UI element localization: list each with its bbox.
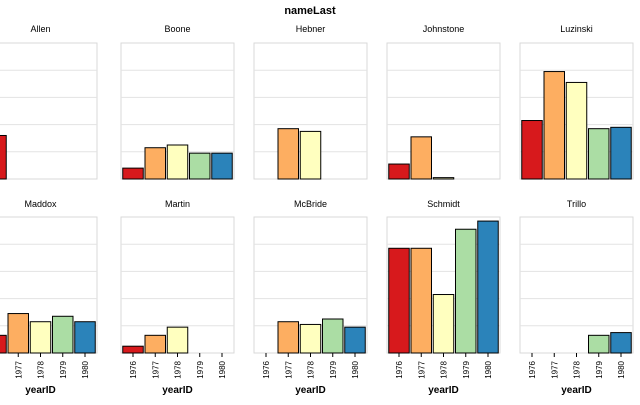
facet-label-mcbride: McBride	[294, 199, 327, 209]
bar-schmidt-1980	[477, 220, 499, 354]
x-tick-label: 1978	[37, 360, 46, 378]
bar-trillo-1980	[610, 332, 632, 354]
facet-label-allen: Allen	[30, 24, 50, 34]
x-tick-label: 1977	[284, 360, 293, 378]
facet-label-maddox: Maddox	[24, 199, 57, 209]
x-axis-label: yearID	[25, 385, 56, 396]
bar-luzinski-1978	[565, 81, 588, 180]
bar-allen-1976	[0, 134, 7, 180]
bar-boone-1977	[144, 147, 166, 180]
x-tick-label: 1976	[528, 360, 537, 378]
facet-label-hebner: Hebner	[296, 24, 326, 34]
x-tick-label: 1977	[151, 360, 160, 378]
bar-mcbride-1977	[277, 321, 299, 354]
bar-maddox-1976	[0, 334, 7, 354]
bar-martin-1976	[122, 345, 144, 354]
x-tick-label: 1980	[351, 360, 360, 378]
facet-panel-maddox: Maddox 1976 1977 1978 1979 1980 yearID	[0, 199, 98, 396]
bar-schmidt-1978	[432, 294, 455, 354]
panel-frame-trillo	[519, 216, 634, 354]
x-axis-label: yearID	[295, 385, 326, 396]
bar-maddox-1980	[74, 321, 96, 354]
bar-mcbride-1979	[322, 318, 344, 354]
bar-luzinski-1979	[588, 128, 610, 180]
facet-panel-johnstone: Johnstone	[386, 24, 501, 180]
bar-boone-1979	[189, 152, 211, 180]
bar-johnstone-1976	[388, 163, 410, 180]
x-tick-label: 1977	[417, 360, 426, 378]
facet-panel-schmidt: Schmidt 1976 1977 1978 1979 1980 yearID	[386, 199, 501, 396]
x-axis-label: yearID	[561, 385, 592, 396]
facet-panel-martin: Martin 1976 1977 1978 1979 1980 yearID	[120, 199, 235, 396]
x-tick-label: 1979	[329, 360, 338, 378]
bar-johnstone-1977	[410, 136, 432, 180]
facet-panel-luzinski: Luzinski	[519, 24, 634, 180]
x-tick-label: 1977	[550, 360, 559, 378]
facet-label-schmidt: Schmidt	[427, 199, 460, 209]
x-tick-label: 1976	[129, 360, 138, 378]
x-tick-label: 1978	[440, 360, 449, 378]
facet-panel-hebner: Hebner	[253, 24, 368, 180]
x-tick-label: 1978	[174, 360, 183, 378]
facet-panel-allen: Allen	[0, 24, 98, 180]
bar-maddox-1979	[52, 315, 74, 354]
bar-trillo-1979	[588, 334, 610, 354]
x-tick-label: 1979	[595, 360, 604, 378]
bar-mcbride-1980	[344, 326, 366, 354]
x-tick-label: 1980	[484, 360, 493, 378]
x-tick-label: 1979	[196, 360, 205, 378]
facet-panel-trillo: Trillo 1976 1977 1978 1979 1980 yearID	[519, 199, 634, 396]
x-tick-label: 1980	[617, 360, 626, 378]
x-tick-label: 1976	[262, 360, 271, 378]
bar-schmidt-1979	[455, 228, 477, 354]
bar-maddox-1978	[29, 321, 52, 354]
facet-panel-mcbride: McBride 1976 1977 1978 1979 1980 yearID	[253, 199, 368, 396]
bar-boone-1980	[211, 152, 233, 180]
panel-frame-allen	[0, 42, 98, 180]
facet-label-luzinski: Luzinski	[560, 24, 593, 34]
x-axis-label: yearID	[428, 385, 459, 396]
facet-label-boone: Boone	[164, 24, 190, 34]
chart-title: nameLast	[284, 5, 336, 17]
x-tick-label: 1980	[81, 360, 90, 378]
bar-schmidt-1976	[388, 247, 410, 354]
bar-luzinski-1980	[610, 126, 632, 180]
bar-maddox-1977	[7, 313, 29, 354]
bar-luzinski-1977	[543, 71, 565, 180]
bar-boone-1976	[122, 167, 144, 180]
bar-luzinski-1976	[521, 120, 543, 180]
x-tick-label: 1979	[59, 360, 68, 378]
x-axis-label: yearID	[162, 385, 193, 396]
x-tick-label: 1980	[218, 360, 227, 378]
x-tick-label: 1978	[307, 360, 316, 378]
panel-frame-johnstone	[386, 42, 501, 180]
bar-johnstone-1978	[432, 177, 455, 180]
x-tick-label: 1978	[573, 360, 582, 378]
x-tick-label: 1977	[14, 360, 23, 378]
bar-hebner-1977	[277, 128, 299, 180]
bar-hebner-1978	[299, 130, 322, 180]
bar-mcbride-1978	[299, 323, 322, 354]
x-tick-label: 1976	[0, 360, 1, 378]
bar-martin-1978	[166, 326, 189, 354]
facet-label-martin: Martin	[165, 199, 190, 209]
bar-schmidt-1977	[410, 247, 432, 354]
x-tick-label: 1976	[395, 360, 404, 378]
bar-martin-1977	[144, 334, 166, 354]
facet-label-johnstone: Johnstone	[423, 24, 465, 34]
facet-label-trillo: Trillo	[567, 199, 586, 209]
facet-panel-boone: Boone	[120, 24, 235, 180]
x-tick-label: 1979	[462, 360, 471, 378]
bar-boone-1978	[166, 144, 189, 180]
